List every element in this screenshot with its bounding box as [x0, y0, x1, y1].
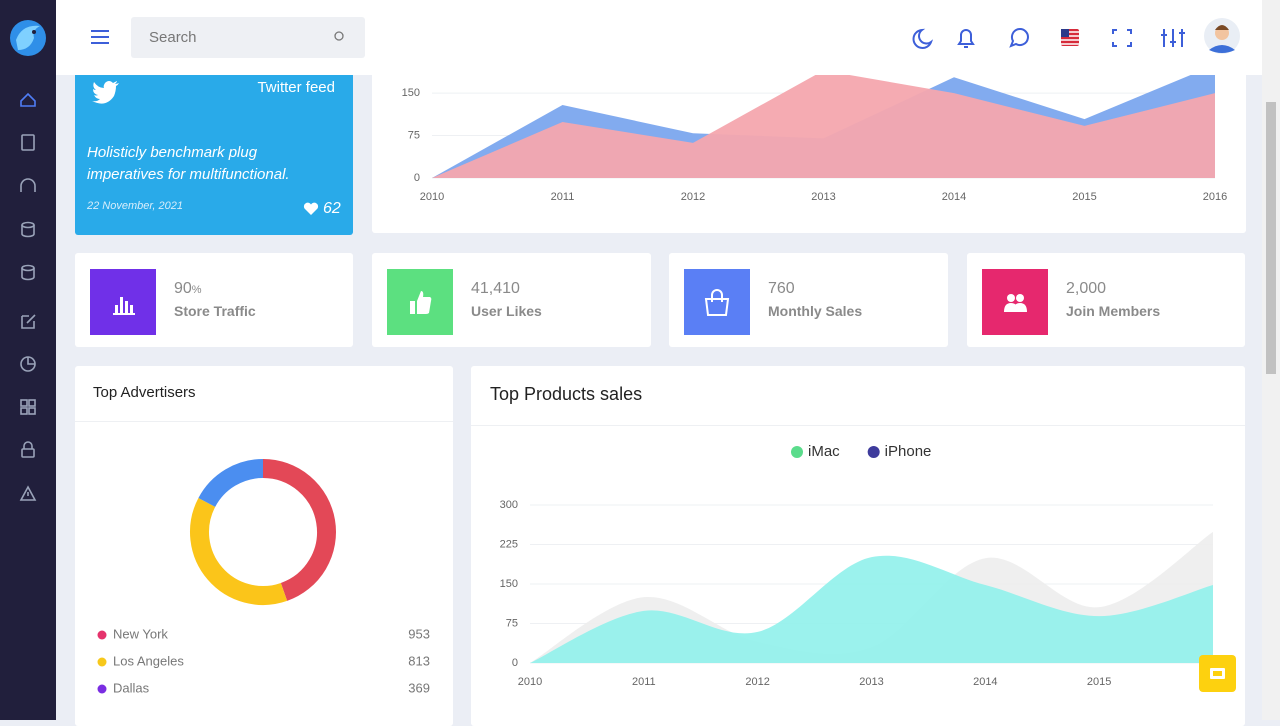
stat-value: 90%: [174, 280, 202, 298]
stat-label: Join Members: [1066, 303, 1161, 319]
nav-storage[interactable]: [21, 264, 35, 272]
like-icon[interactable]: [303, 202, 319, 216]
nav-support[interactable]: [20, 178, 36, 192]
divider: [75, 421, 453, 422]
nav-apps[interactable]: [20, 399, 28, 407]
messages[interactable]: [1009, 28, 1029, 48]
stat-label: Store Traffic: [174, 303, 256, 319]
advertisers-card: Top Advertisers: [75, 366, 453, 726]
stat-icon: [90, 269, 156, 335]
language-flag[interactable]: [1061, 29, 1079, 46]
nav-home[interactable]: [20, 92, 36, 107]
search-icon[interactable]: [334, 31, 346, 43]
products-card: Top Products sales: [471, 366, 1245, 726]
stat-value: 41,410: [471, 280, 520, 298]
tweet-text: Holisticly benchmark plug imperatives fo…: [87, 144, 290, 183]
stat-unit: %: [191, 284, 202, 296]
like-count: 62: [323, 200, 341, 217]
card-title: Top Products sales: [490, 384, 643, 404]
stat-number: 41,410: [471, 280, 520, 297]
nav-lock[interactable]: [21, 448, 35, 458]
twitter-icon: [92, 81, 119, 104]
scrollbar-thumb[interactable]: [1266, 102, 1276, 374]
sidebar: [0, 0, 56, 720]
nav-file[interactable]: [21, 134, 35, 151]
stat-icon: [387, 269, 453, 335]
sidebar-icons: [10, 20, 46, 501]
chat-button[interactable]: [1199, 655, 1236, 692]
stat-number: 2,000: [1066, 280, 1107, 297]
nav-database[interactable]: [21, 221, 35, 229]
stat-card: 41,410 User Likes: [372, 253, 651, 347]
stat-card: 760 Monthly Sales: [669, 253, 948, 347]
dark-mode-toggle[interactable]: [912, 28, 934, 49]
twitter-title: Twitter feed: [257, 79, 335, 96]
stat-icon: [982, 269, 1048, 335]
stat-value: 760: [768, 280, 795, 298]
search-placeholder: Search: [149, 29, 197, 46]
menu-button[interactable]: [91, 30, 109, 44]
settings[interactable]: [1161, 29, 1185, 47]
stat-card: 90% Store Traffic: [75, 253, 353, 347]
nav-edit[interactable]: [21, 314, 36, 329]
stat-number: 760: [768, 280, 795, 297]
scrollbar[interactable]: [1262, 0, 1280, 720]
stat-icon: [684, 269, 750, 335]
nav-alert[interactable]: [19, 485, 37, 501]
search-box[interactable]: Search: [131, 17, 365, 58]
stat-value: 2,000: [1066, 280, 1106, 298]
divider: [471, 425, 1245, 426]
avatar[interactable]: [1204, 18, 1240, 54]
stat-label: Monthly Sales: [768, 303, 863, 319]
header-icons: [91, 18, 1240, 54]
logo: [10, 20, 46, 56]
stat-card: 2,000 Join Members: [967, 253, 1245, 347]
notifications[interactable]: [957, 29, 975, 48]
tweet-date: 22 November, 2021: [87, 200, 184, 212]
card-title: Top Advertisers: [93, 384, 196, 401]
fullscreen[interactable]: [1112, 29, 1132, 47]
header: Search: [56, 0, 1262, 75]
stat-number: 90: [174, 280, 192, 297]
stat-label: User Likes: [471, 303, 542, 319]
